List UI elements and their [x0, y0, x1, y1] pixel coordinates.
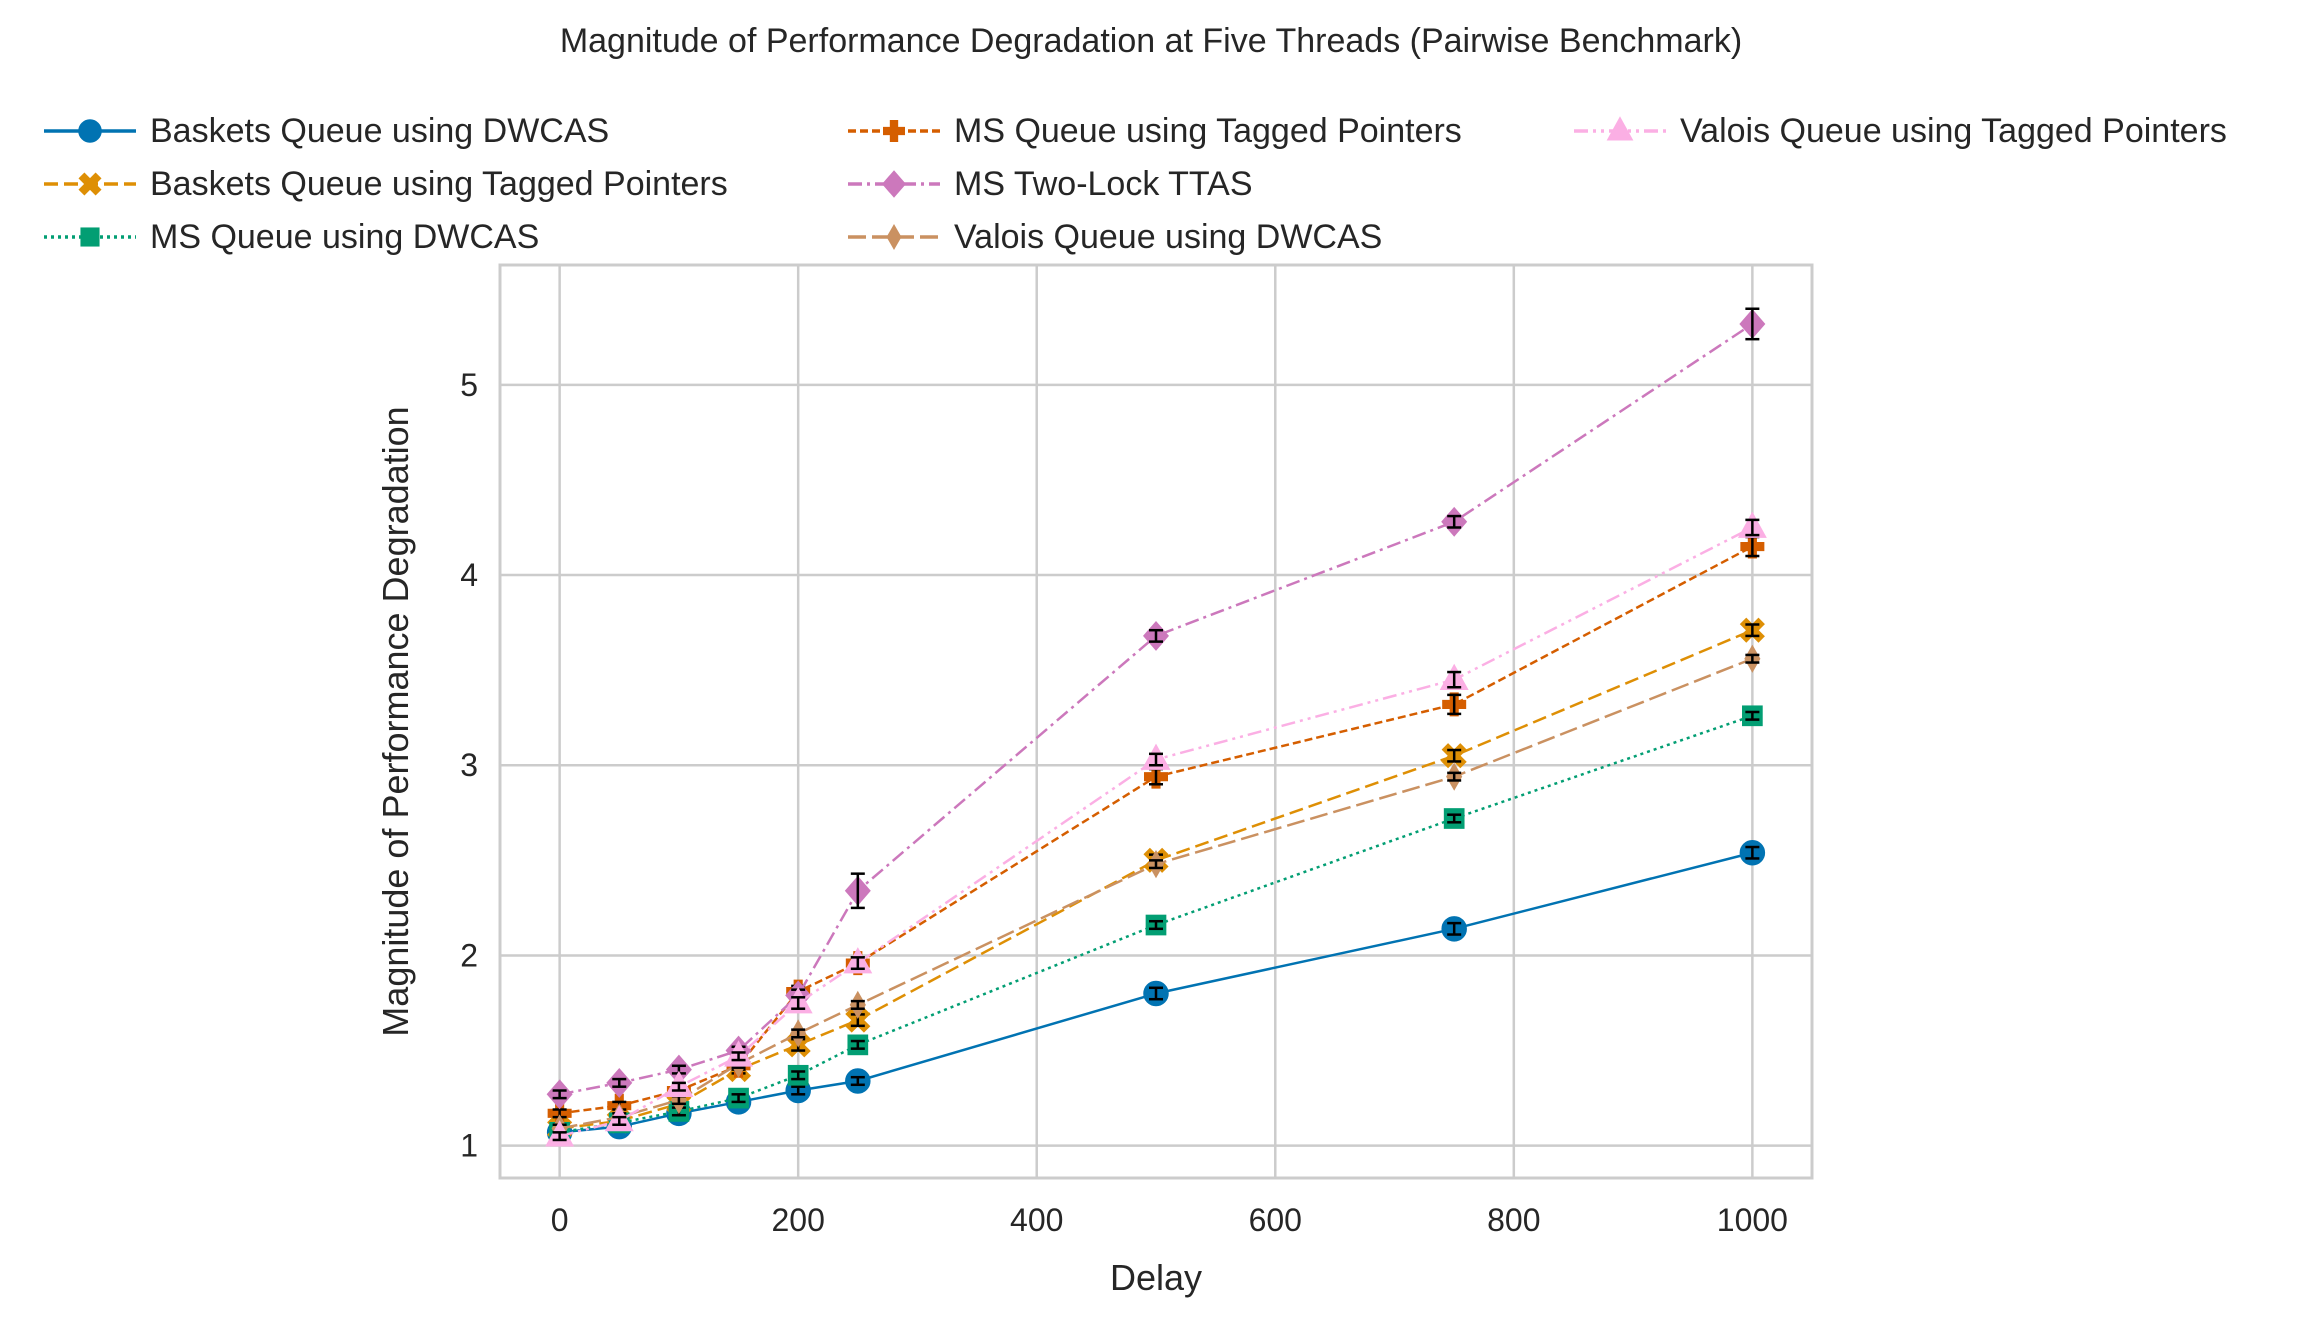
legend-label: Baskets Queue using Tagged Pointers	[150, 164, 728, 203]
error-bar	[1745, 653, 1760, 664]
error-bar	[1149, 628, 1163, 643]
legend-swatch	[848, 120, 940, 142]
legend: Baskets Queue using DWCAS Baskets Queue u…	[40, 106, 2280, 266]
x-tick-label: 800	[1487, 1202, 1540, 1238]
error-bar	[1745, 845, 1760, 860]
error-bar	[731, 1051, 746, 1062]
legend-item: Baskets Queue using DWCAS	[40, 106, 609, 156]
error-bar	[1447, 514, 1462, 529]
legend-label: MS Queue using DWCAS	[150, 217, 540, 256]
y-tick-label: 2	[460, 937, 478, 973]
error-bar	[850, 999, 865, 1010]
y-tick-label: 5	[460, 367, 478, 403]
legend-marker	[78, 172, 102, 196]
series-6	[551, 644, 1761, 1143]
legend-swatch	[44, 227, 136, 247]
legend-item: Valois Queue using Tagged Pointers	[1570, 106, 2227, 156]
error-bar	[612, 1115, 627, 1126]
legend-swatch	[44, 119, 136, 143]
legend-label: MS Queue using Tagged Pointers	[954, 111, 1462, 150]
chart-title: Magnitude of Performance Degradation at …	[559, 22, 1743, 60]
legend-marker	[80, 227, 100, 247]
error-bar	[1745, 623, 1760, 638]
error-bar	[552, 1089, 567, 1100]
error-bar	[791, 996, 806, 1010]
error-bar	[791, 1085, 806, 1096]
error-bar	[850, 956, 865, 971]
legend-marker	[1606, 116, 1634, 141]
legend-marker	[78, 119, 102, 143]
x-marker-shape	[78, 172, 102, 196]
error-bar	[1149, 752, 1163, 767]
error-bar	[1149, 986, 1163, 1001]
x-tick-label: 1000	[1717, 1202, 1788, 1238]
error-bar	[671, 1081, 686, 1092]
y-tick-label: 3	[460, 747, 478, 783]
legend-marker	[883, 120, 905, 142]
error-bar	[1447, 670, 1462, 689]
error-bar	[1745, 518, 1760, 537]
error-bar	[731, 1093, 746, 1104]
error-bar	[850, 1075, 865, 1087]
legend-label: Baskets Queue using DWCAS	[150, 111, 610, 150]
legend-item: MS Queue using DWCAS	[40, 212, 539, 262]
x-tick-label: 200	[771, 1202, 824, 1238]
error-bar	[1447, 748, 1462, 763]
plot-frame	[498, 263, 1814, 1180]
error-bar	[1745, 710, 1760, 721]
legend-swatch	[848, 170, 940, 198]
legend-label: MS Two-Lock TTAS	[954, 164, 1253, 203]
series-2	[547, 617, 1765, 1142]
y-tick-label: 1	[460, 1128, 478, 1164]
error-bar	[552, 1131, 567, 1142]
legend-item: Valois Queue using DWCAS	[844, 212, 1382, 262]
y-tick-label: 4	[460, 557, 478, 593]
x-tick-label: 400	[1010, 1202, 1063, 1238]
error-bar	[1447, 771, 1462, 782]
legend-swatch	[44, 172, 136, 196]
error-bar	[1149, 859, 1163, 870]
error-bar	[850, 1039, 865, 1050]
legend-label: Valois Queue using DWCAS	[954, 217, 1383, 256]
series-line	[559, 629, 1753, 1130]
legend-label: Valois Queue using Tagged Pointers	[1680, 111, 2227, 150]
error-bar	[791, 1028, 806, 1039]
legend-item: MS Two-Lock TTAS	[844, 159, 1253, 209]
series-line	[559, 322, 1754, 1096]
legend-swatch	[1574, 116, 1666, 141]
series-7	[545, 511, 1767, 1147]
y-axis-label: Magnitude of Performance Degradation	[375, 406, 416, 1036]
error-bar	[1447, 921, 1462, 936]
legend-item: Baskets Queue using Tagged Pointers	[40, 159, 728, 209]
legend-marker	[882, 170, 906, 198]
error-bar	[612, 1077, 627, 1088]
legend-marker	[886, 223, 902, 251]
x-axis-label: Delay	[1110, 1257, 1202, 1298]
legend-swatch	[848, 223, 940, 251]
x-tick-label: 600	[1249, 1202, 1302, 1238]
series-line	[559, 526, 1753, 1138]
series-line	[559, 657, 1753, 1130]
x-tick-label: 0	[551, 1202, 569, 1238]
legend-item: MS Queue using Tagged Pointers	[844, 106, 1462, 156]
error-bar	[1447, 693, 1462, 716]
error-bar	[1745, 307, 1760, 341]
error-bar	[1447, 813, 1462, 824]
error-bar	[791, 1070, 806, 1081]
error-bar	[850, 872, 865, 910]
error-bar	[1149, 919, 1163, 931]
